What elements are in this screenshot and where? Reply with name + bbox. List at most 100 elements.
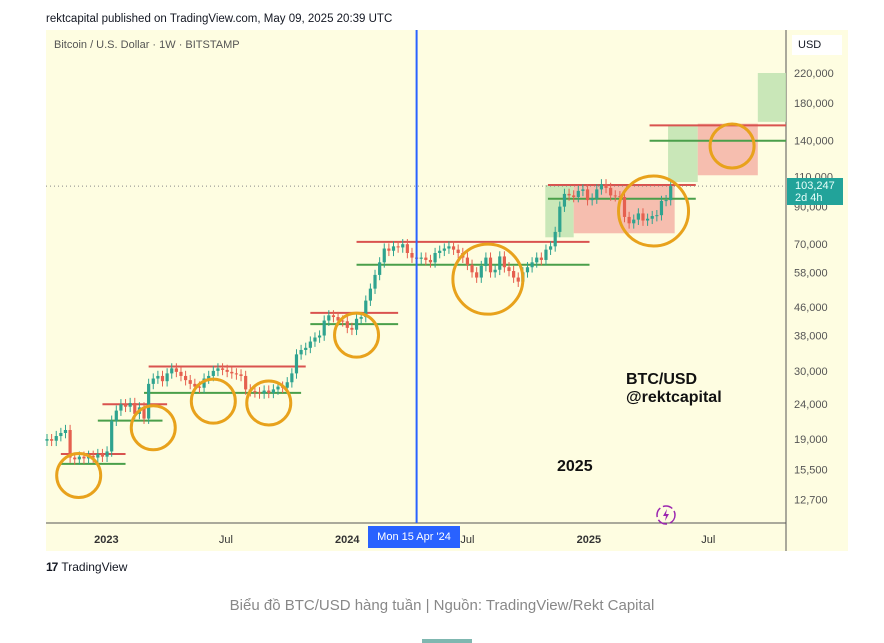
bearish-candle	[230, 371, 234, 374]
bullish-candle	[659, 200, 664, 216]
currency-button[interactable]: USD	[792, 35, 842, 55]
bullish-candle	[63, 429, 68, 433]
bullish-candle	[202, 378, 206, 388]
bullish-candle	[664, 200, 668, 202]
bullish-candle	[262, 390, 266, 394]
price-tick-label: 15,500	[794, 465, 828, 477]
bearish-candle	[387, 248, 391, 251]
bullish-candle	[401, 244, 405, 248]
bullish-candle	[442, 248, 446, 251]
bullish-candle	[493, 269, 497, 273]
bearish-candle	[345, 321, 349, 328]
bar-countdown: 2d 4h	[795, 192, 823, 204]
bullish-candle	[285, 382, 289, 388]
bearish-candle	[179, 371, 183, 376]
bullish-candle	[364, 300, 368, 318]
bullish-candle	[438, 250, 442, 253]
price-axis[interactable]: 220,000180,000140,000110,00090,00070,000…	[794, 68, 834, 506]
bullish-candle	[373, 274, 377, 289]
pair-annotation: BTC/USD	[626, 371, 698, 388]
bearish-candle	[257, 392, 262, 394]
bearish-candle	[572, 195, 576, 197]
highlight-circle	[245, 379, 293, 427]
time-tick-label: Jul	[219, 534, 233, 546]
bearish-candle	[160, 375, 165, 382]
bearish-candle	[622, 196, 627, 217]
highlight-circle	[55, 451, 103, 499]
bullish-candle	[276, 386, 280, 390]
bearish-candle	[567, 193, 571, 196]
bearish-candle	[73, 457, 77, 460]
bullish-candle	[147, 383, 151, 419]
price-tick-label: 220,000	[794, 68, 834, 80]
highlight-circle	[617, 174, 691, 248]
bullish-candle	[655, 215, 659, 217]
bullish-candle	[290, 373, 294, 383]
bearish-candle	[396, 246, 400, 248]
bullish-candle	[498, 256, 502, 270]
bearish-candle	[609, 187, 613, 196]
bullish-candle	[650, 216, 654, 219]
bullish-candle	[322, 320, 326, 336]
bullish-candle	[313, 337, 317, 342]
highlight-circles	[55, 122, 756, 499]
bullish-candle	[96, 454, 100, 458]
bearish-candle	[618, 196, 622, 198]
bullish-candle	[308, 341, 312, 348]
bullish-candle	[207, 375, 211, 379]
time-tick-label: 2024	[335, 534, 360, 546]
figure-caption: Biểu đồ BTC/USD hàng tuần | Nguồn: Tradi…	[229, 597, 655, 614]
price-tick-label: 140,000	[794, 136, 834, 148]
bullish-candle	[562, 193, 567, 207]
bearish-candle	[239, 374, 243, 376]
bullish-candle	[548, 246, 553, 250]
bullish-candle	[636, 213, 640, 220]
bullish-candle	[354, 318, 359, 330]
green-zone-box	[757, 73, 786, 122]
bullish-candle	[669, 186, 673, 201]
bearish-candle	[613, 195, 617, 197]
bearish-candle	[197, 386, 202, 388]
bearish-candle	[331, 315, 336, 318]
symbol-title: Bitcoin / U.S. Dollar · 1W · BITSTAMP	[54, 39, 240, 51]
tradingview-idea-icon[interactable]	[656, 505, 676, 525]
price-tick-label: 24,000	[794, 399, 828, 411]
tradingview-brand: TradingView	[61, 560, 128, 574]
bullish-candle	[368, 288, 372, 301]
bullish-candle	[391, 246, 396, 251]
bearish-candle	[68, 429, 72, 458]
bullish-candle	[317, 335, 322, 338]
bullish-candle	[525, 267, 530, 273]
bullish-candle	[535, 257, 539, 263]
bullish-candle	[45, 439, 49, 441]
bearish-candle	[488, 257, 493, 273]
highlight-circle	[333, 311, 381, 359]
bullish-candle	[646, 218, 650, 221]
bearish-candle	[405, 244, 409, 253]
crosshair-date-label: Mon 15 Apr '24	[368, 526, 460, 548]
bearish-candle	[507, 267, 511, 272]
highlight-circle	[189, 377, 237, 425]
bullish-candle	[433, 252, 437, 263]
bearish-candle	[174, 368, 178, 372]
bearish-candle	[50, 439, 54, 441]
highlight-circle	[129, 404, 177, 452]
bullish-candle	[294, 354, 299, 374]
bearish-candle	[410, 252, 414, 258]
bearish-candle	[100, 454, 105, 457]
time-axis[interactable]: 2023 Jul 2024 Jul 2025 Jul	[94, 534, 715, 546]
price-tick-label: 180,000	[794, 98, 834, 110]
price-tick-label: 19,000	[794, 434, 828, 446]
bullish-candle	[553, 231, 557, 247]
bullish-candle	[77, 456, 81, 460]
bearish-candle	[512, 271, 516, 278]
bearish-candle	[225, 369, 229, 372]
bearish-candle	[475, 272, 479, 278]
tradingview-logo[interactable]: 17 TradingView	[46, 560, 127, 574]
bearish-candle	[336, 317, 340, 321]
handle-annotation: @rektcapital	[626, 389, 722, 406]
price-tick-label: 46,000	[794, 302, 828, 314]
bearish-candle	[244, 375, 248, 390]
bullish-candle	[54, 436, 58, 441]
